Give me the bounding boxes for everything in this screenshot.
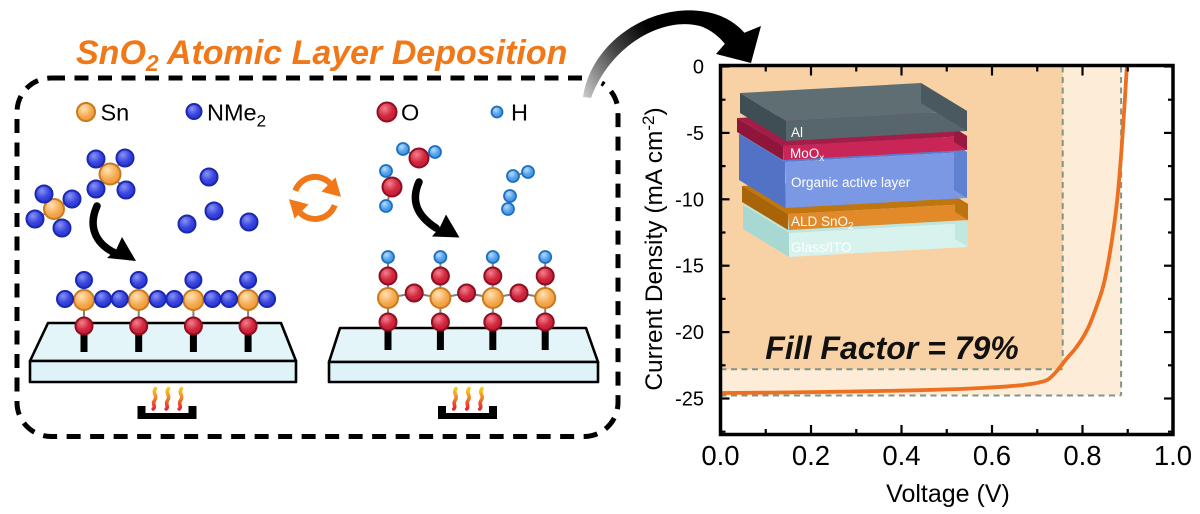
svg-text:0.2: 0.2 [792,440,830,471]
svg-text:Current Density (mA cm-2): Current Density (mA cm-2) [639,107,668,390]
svg-text:Fill Factor = 79%: Fill Factor = 79% [765,330,1018,366]
svg-text:0.6: 0.6 [973,440,1011,471]
svg-text:H: H [511,100,528,126]
svg-text:-10: -10 [675,189,704,211]
svg-text:0.0: 0.0 [701,440,739,471]
svg-text:Al: Al [791,125,803,140]
svg-text:Organic active layer: Organic active layer [791,175,911,190]
svg-text:Voltage (V): Voltage (V) [886,480,1010,508]
svg-text:-15: -15 [675,256,704,278]
svg-text:SnO2 Atomic Layer Deposition: SnO2 Atomic Layer Deposition [76,34,567,76]
svg-text:Glass/ITO: Glass/ITO [791,240,852,255]
svg-text:-20: -20 [675,322,704,344]
svg-text:NMe2: NMe2 [207,100,266,131]
svg-text:0.4: 0.4 [882,440,920,471]
svg-text:MoOx: MoOx [790,146,824,164]
svg-text:-5: -5 [686,123,704,145]
svg-text:Sn: Sn [101,100,130,126]
svg-text:-25: -25 [675,389,704,411]
svg-text:0: 0 [693,57,704,79]
svg-text:1.0: 1.0 [1154,440,1192,471]
svg-text:ALD SnO2: ALD SnO2 [791,214,854,232]
svg-text:0.8: 0.8 [1063,440,1101,471]
svg-text:O: O [401,100,419,126]
